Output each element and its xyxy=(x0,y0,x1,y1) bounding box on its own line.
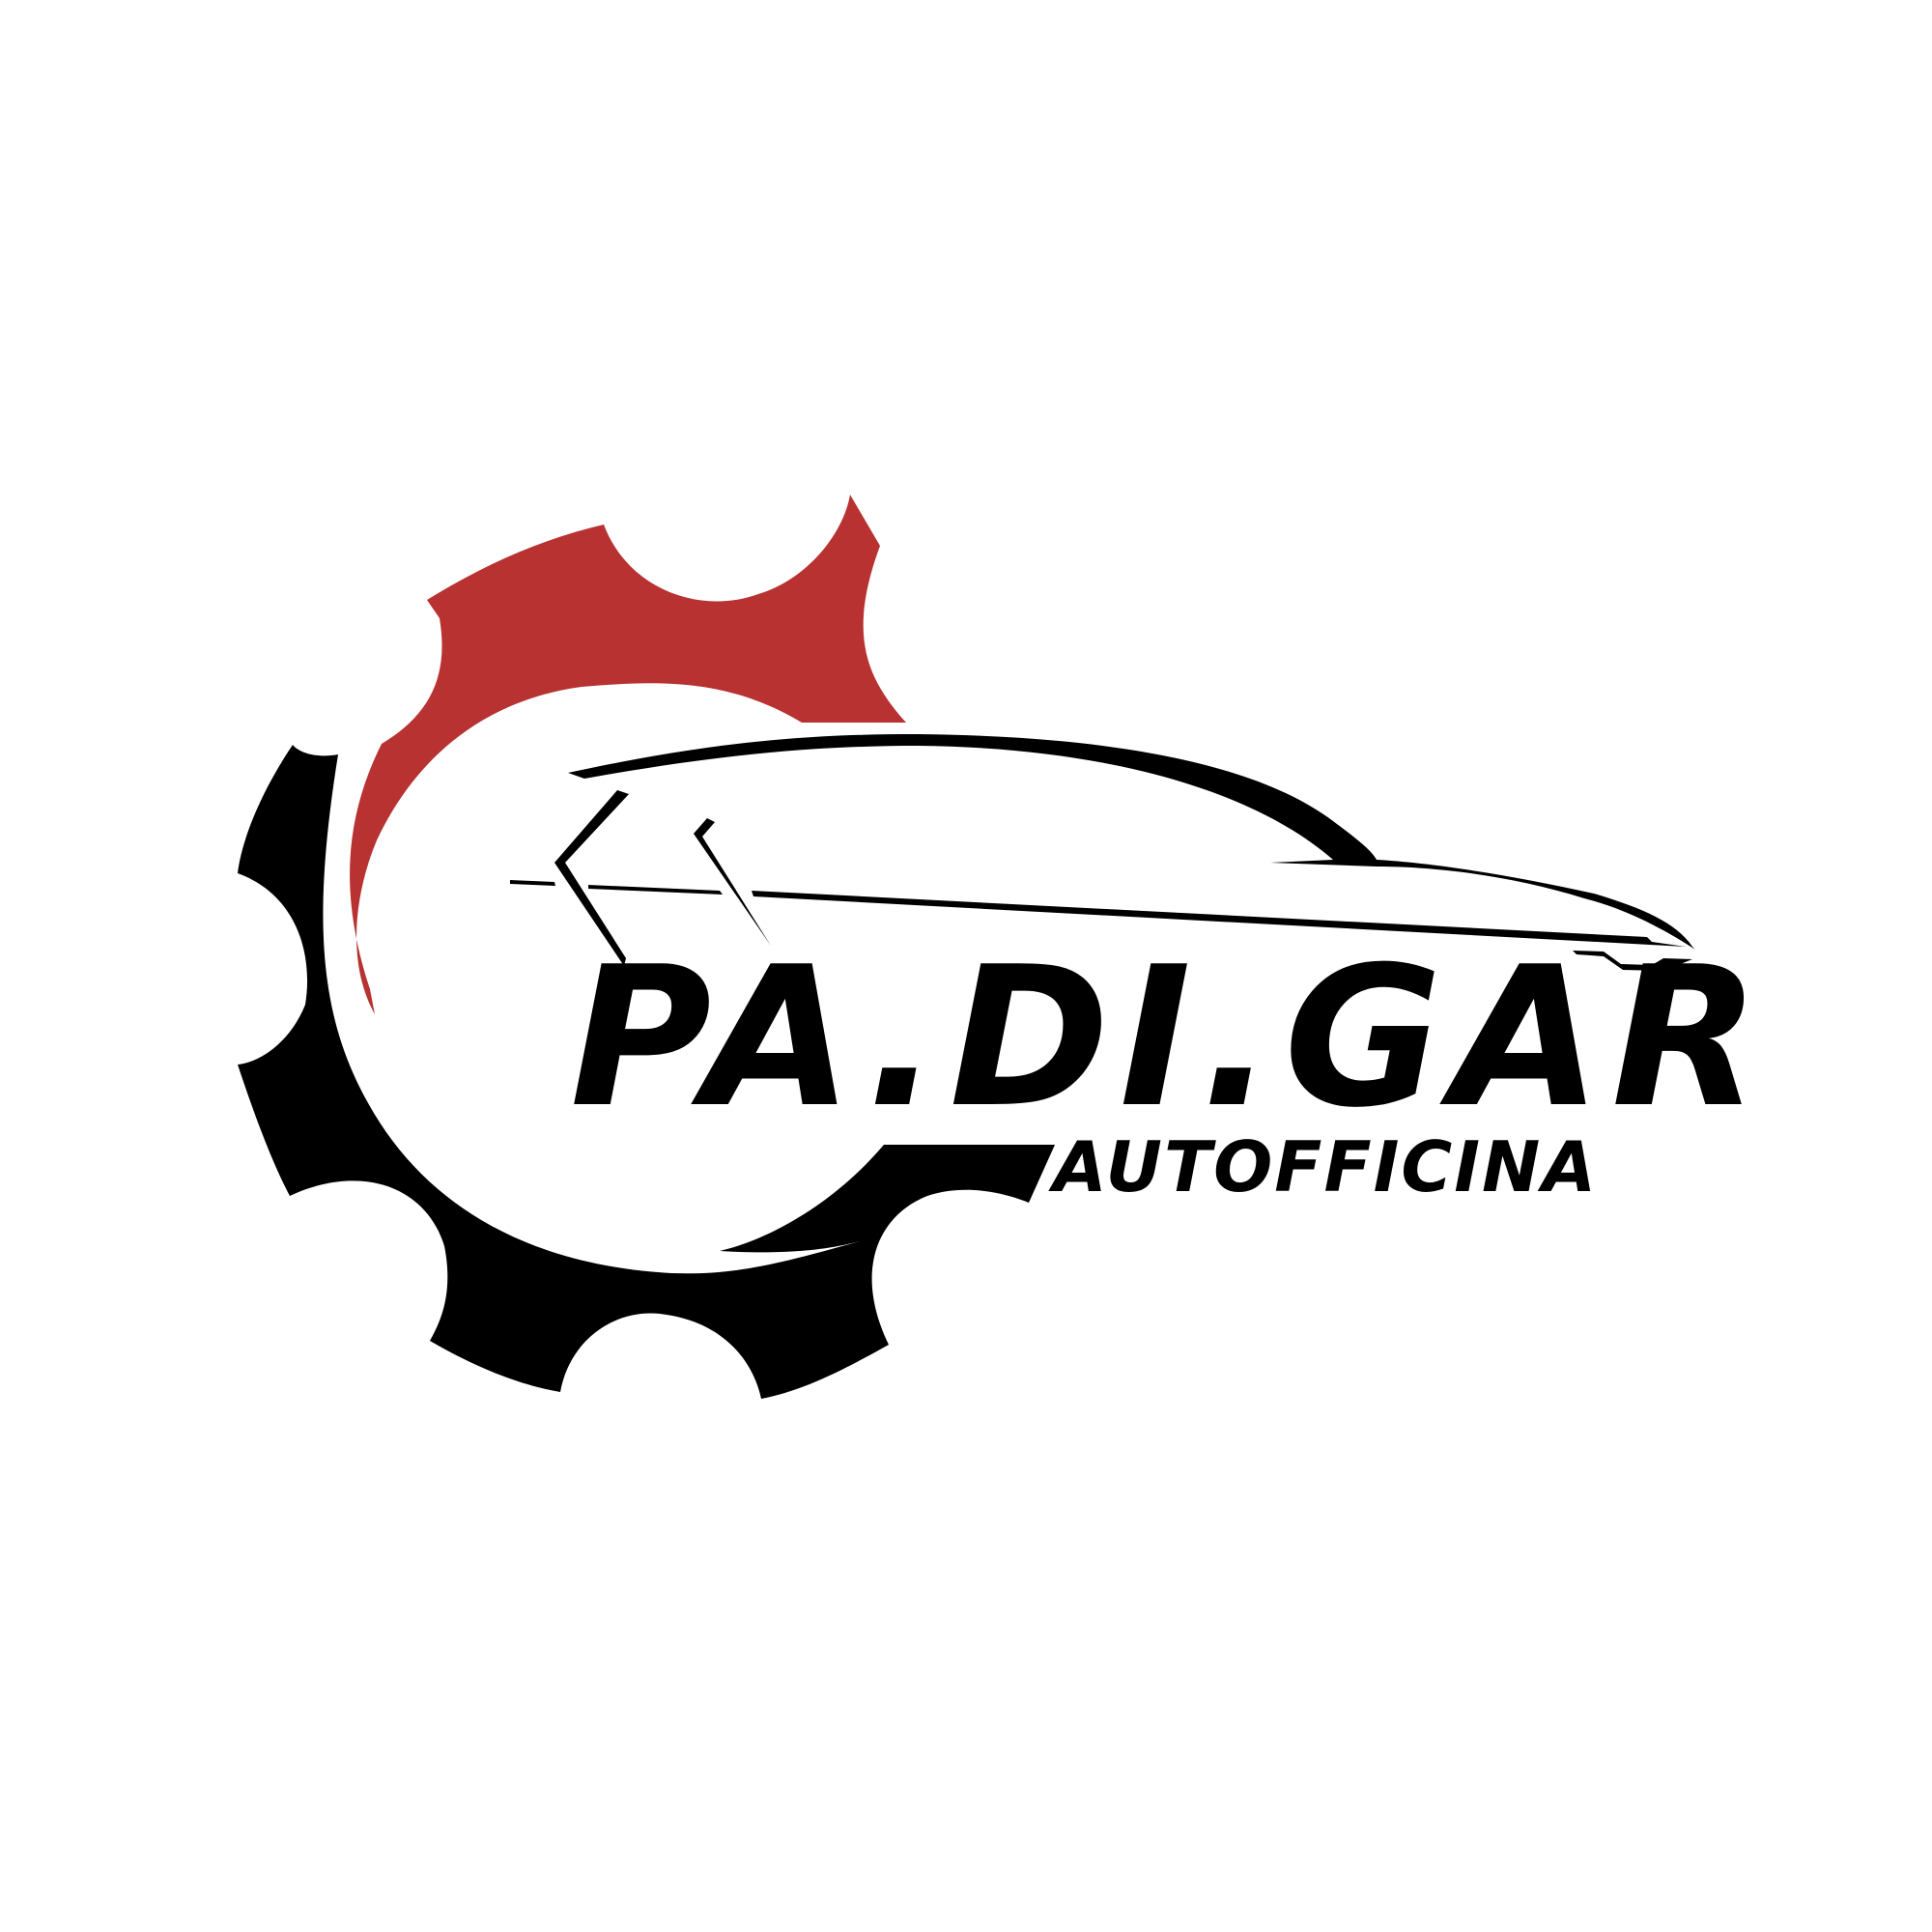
brand-name: PA.DI.GAR xyxy=(570,925,1771,1151)
gear-icon xyxy=(350,495,906,1014)
brand-subtitle: AUTOFFICINA xyxy=(1053,1126,1599,1208)
car-silhouette-icon xyxy=(510,734,1695,971)
gear-icon-lower xyxy=(238,745,1055,1399)
